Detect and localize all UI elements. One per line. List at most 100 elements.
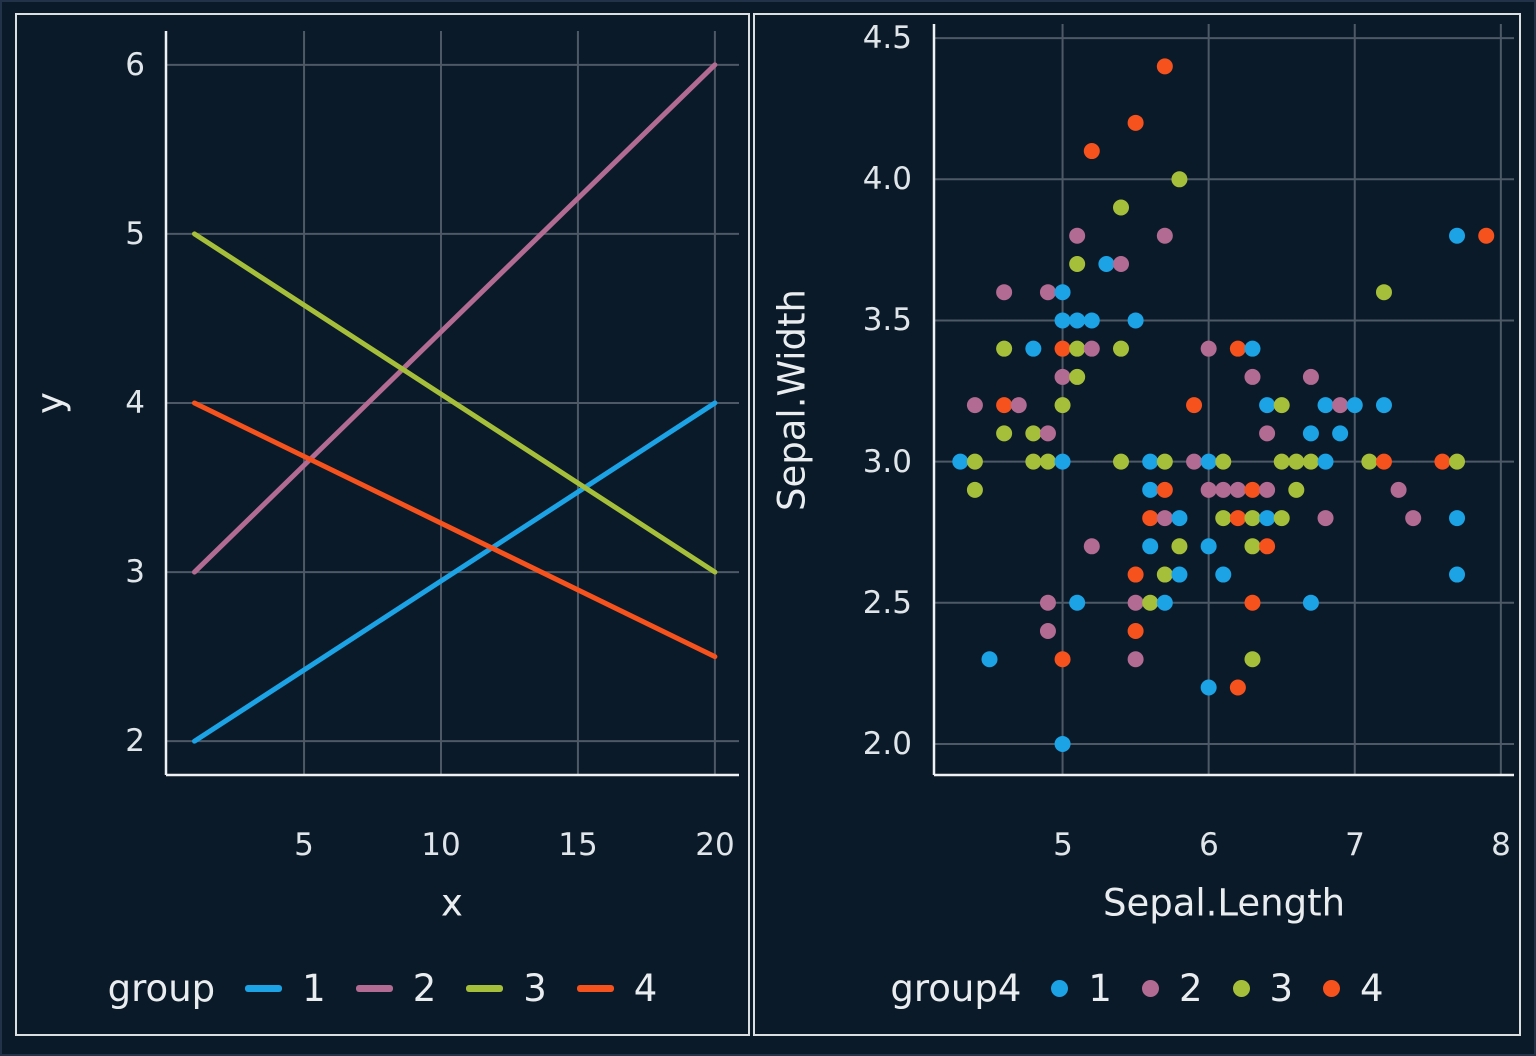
legend-item-label: 2 [1178,967,1203,1010]
scatter-point [952,453,969,470]
legend-item-label: 3 [1269,967,1294,1010]
scatter-point [1288,453,1305,470]
x-tick-label: 5 [294,827,314,863]
scatter-point [1200,481,1217,498]
scatter-point [1200,453,1217,470]
x-tick-label: 15 [558,827,598,863]
scatter-point [1127,594,1144,611]
scatter-point [996,284,1013,301]
scatter-point [1098,255,1115,272]
legend-item-label: 1 [302,967,326,1010]
scatter-point [1127,651,1144,668]
scatter-point [1083,538,1100,555]
legend-dot-swatch-4 [1323,980,1341,997]
scatter-point [1054,312,1071,329]
line-chart-card: 2 3 4 5 6 5 10 15 20 y x group 1 2 3 4 [15,13,750,1036]
x-tick-label: 6 [1199,827,1219,863]
scatter-point [1156,453,1173,470]
scatter-point [1054,284,1071,301]
scatter-point [1375,284,1392,301]
line-series-3 [191,231,718,575]
scatter-point [1449,227,1466,244]
scatter-point [1156,510,1173,527]
scatter-point [1142,594,1159,611]
scatter-point [1025,425,1042,442]
scatter-point [1375,397,1392,414]
scatter-point [1375,453,1392,470]
x-tick-label: 8 [1491,827,1511,863]
scatter-point [1054,340,1071,357]
legend-item-2: 2 [1141,967,1203,1010]
scatter-point [1156,227,1173,244]
x-tick-label: 7 [1345,827,1365,863]
scatter-point [1200,538,1217,555]
legend-line-swatch-2 [355,985,393,992]
scatter-point [1244,481,1261,498]
line-chart-canvas [164,31,739,777]
scatter-point [1127,623,1144,640]
scatter-point [1434,453,1451,470]
scatter-point [1039,425,1056,442]
scatter-point [1229,340,1246,357]
scatter-point [1244,340,1261,357]
y-tick-label: 6 [125,47,145,83]
scatter-chart-card: 2.0 2.5 3.0 3.5 4.0 4.5 5 6 7 8 Sepal.Width Sepa… [753,13,1521,1036]
legend-item-1: 1 [245,970,326,1007]
scatter-point [1142,510,1159,527]
scatter-point [1244,510,1261,527]
legend-item-label: 1 [1088,967,1112,1010]
scatter-point [1069,594,1086,611]
scatter-point [1302,368,1319,385]
legend-item-3: 3 [1232,967,1294,1010]
scatter-point [1317,397,1334,414]
legend-dot-swatch-2 [1141,980,1159,997]
scatter-chart-canvas [932,24,1514,777]
scatter-point [1449,510,1466,527]
scatter-point [1259,397,1276,414]
scatter-point [1039,623,1056,640]
scatter-point [1039,594,1056,611]
scatter-point [1215,566,1232,583]
scatter-point [1215,453,1232,470]
y-tick-label: 3.0 [862,444,912,480]
scatter-point [1054,453,1071,470]
scatter-point [1171,171,1188,188]
scatter-point [1302,425,1319,442]
line-series-4 [191,400,718,660]
scatter-point [1273,397,1290,414]
scatter-point [1054,735,1071,752]
scatter-point [1302,594,1319,611]
legend-item-1: 1 [1051,970,1112,1007]
y-axis-title: y [28,392,72,414]
scatter-point [1069,340,1086,357]
scatter-point [1113,255,1130,272]
legend-item-label: 4 [633,967,658,1010]
scatter-point [981,651,998,668]
scatter-point [1449,566,1466,583]
x-axis-title: Sepal.Length [1102,881,1346,925]
scatter-point [1200,679,1217,696]
legend-item-4: 4 [1323,970,1384,1007]
scatter-point [996,340,1013,357]
legend-line-swatch-4 [576,985,614,992]
legend-item-label: 2 [412,967,437,1010]
scatter-point [996,397,1013,414]
legend-dot-swatch-3 [1232,980,1250,997]
scatter-point [1054,651,1071,668]
scatter-point [1039,284,1056,301]
line-series-2 [191,62,718,575]
scatter-point [1288,481,1305,498]
scatter-point [1361,453,1378,470]
legend-item-3: 3 [466,970,547,1007]
legend-title: group [107,967,216,1010]
scatter-point [1156,481,1173,498]
scatter-point [1127,312,1144,329]
scatter-point [1142,481,1159,498]
x-tick-label: 20 [695,827,735,863]
y-axis-title: Sepal.Width [770,289,814,511]
scatter-point [1215,481,1232,498]
scatter-point [1113,453,1130,470]
scatter-point [1302,453,1319,470]
y-tick-label: 4 [125,385,145,421]
scatter-point [1054,397,1071,414]
